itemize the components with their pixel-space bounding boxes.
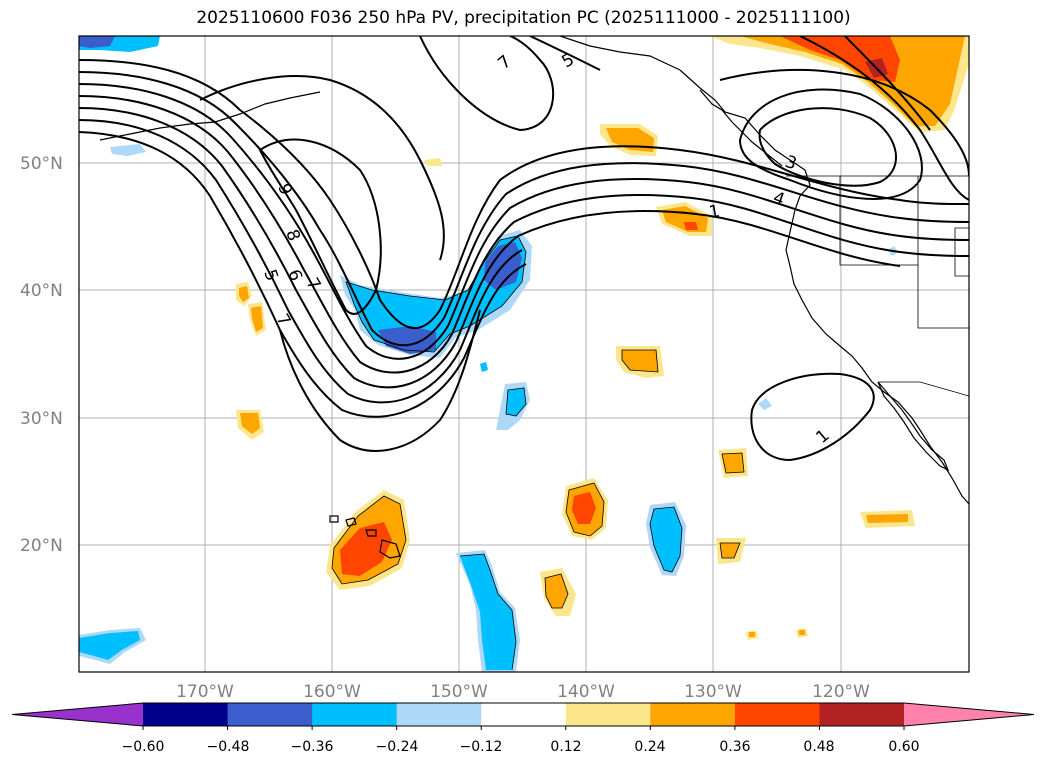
pv-contour-10 <box>199 75 445 261</box>
lon-label-160w: 160°W <box>303 682 361 702</box>
coastlines <box>99 36 969 559</box>
colorbar-extend-high <box>904 703 1034 726</box>
lat-label-20n: 20°N <box>20 536 63 556</box>
coast-alaska <box>559 36 681 71</box>
lon-label-120w: 120°W <box>812 682 870 702</box>
pv-contour-7 <box>79 131 527 418</box>
pv-contours <box>79 36 969 462</box>
pv-contour-6 <box>79 119 523 404</box>
warm-patch-46n-red <box>684 222 698 230</box>
colorbar-tick-4: −0.24 <box>376 739 419 755</box>
pv-contour-11 <box>419 36 554 132</box>
map-title: 2025110600 F036 250 hPa PV, precipitatio… <box>196 8 851 28</box>
lat-label-50n: 50°N <box>20 154 63 174</box>
pv-contour-2 <box>79 71 969 347</box>
colorbar-segment-8 <box>734 703 820 726</box>
colorbar-tick-10: 0.60 <box>888 739 919 755</box>
blue-patch-33n-core <box>506 388 526 416</box>
gridlines <box>79 36 969 672</box>
colorbar-tick-8: 0.36 <box>719 739 750 755</box>
blue-patch-tiny-31n <box>758 398 772 410</box>
pv-contour-9 <box>258 138 382 315</box>
warm-patch-tiny-13n-b-core <box>799 630 805 635</box>
warm-patch-tiny-13n-a-core <box>749 632 755 637</box>
island-kauai <box>329 515 339 523</box>
warm-patch-23n-core <box>572 492 596 524</box>
blue-patch-topleft-core <box>79 36 115 48</box>
colorbar-tick-3: −0.36 <box>291 739 334 755</box>
blue-patch-21n-core <box>650 507 682 572</box>
colorbar <box>11 702 1035 730</box>
colorbar-tick-9: 0.48 <box>803 739 834 755</box>
pv-contour-12 <box>529 36 601 71</box>
plot-frame <box>78 35 970 673</box>
island-maui <box>365 529 377 537</box>
lon-label-170w: 170°W <box>176 682 234 702</box>
blue-patch-bottomleft-core <box>79 631 140 660</box>
colorbar-tick-7: 0.24 <box>634 739 665 755</box>
contour-label-k: 1 <box>707 201 721 223</box>
pv-contour-3 <box>79 83 969 360</box>
blue-patch-main-mid <box>346 236 526 352</box>
blue-patch-small-48n <box>110 144 146 156</box>
colorbar-segment-1 <box>143 703 229 726</box>
lon-label-130w: 130°W <box>684 682 742 702</box>
coast-baja <box>877 381 950 472</box>
border-us-mexico <box>878 381 969 397</box>
colorbar-segment-3 <box>312 703 398 726</box>
warm-patch-16n-core <box>545 574 568 608</box>
border-state-4 <box>954 227 969 277</box>
colorbar-extend-low <box>12 703 143 726</box>
warm-patch-30n-core <box>240 413 260 434</box>
colorbar-segment-2 <box>227 703 313 726</box>
colorbar-segment-9 <box>819 703 905 726</box>
plot-area <box>79 36 969 672</box>
warm-patch-21n-east-core <box>866 514 908 523</box>
colorbar-segment-4 <box>396 703 482 726</box>
pv-contour-16 <box>799 36 969 201</box>
lat-label-40n: 40°N <box>20 281 63 301</box>
pv-contour-13 <box>738 88 923 200</box>
longitude-labels: 170°W 160°W 150°W 140°W 130°W 120°W <box>176 682 870 702</box>
pv-contour-15 <box>719 69 969 177</box>
colorbar-tick-6: 0.12 <box>550 739 581 755</box>
pv-contour-5 <box>79 107 901 389</box>
warm-patch-39n-a-core <box>239 286 249 302</box>
colorbar-segment-7 <box>650 703 736 726</box>
warm-patch-27n-core <box>722 453 744 473</box>
coast-north-america <box>679 69 969 505</box>
colorbar-tick-5: −0.12 <box>460 739 503 755</box>
warm-patch-35n-core <box>622 350 658 372</box>
pv-contour-closed-31n <box>750 372 875 462</box>
warm-patch-20n-core <box>720 543 740 558</box>
colorbar-segment-5 <box>481 703 567 726</box>
colorbar-labels: −0.60 −0.48 −0.36 −0.24 −0.12 0.12 0.24 … <box>122 739 920 755</box>
warm-patch-39n-b-core <box>251 306 263 332</box>
pv-contour-4 <box>79 95 969 374</box>
colorbar-tick-2: −0.48 <box>207 739 250 755</box>
blue-patch-main-core2 <box>378 326 436 354</box>
pv-contour-17 <box>844 36 931 131</box>
island-oahu <box>345 517 357 527</box>
blue-patch-south <box>460 554 516 670</box>
latitude-labels: 50°N 40°N 30°N 20°N <box>20 154 63 556</box>
negative-anomaly-patches <box>79 36 898 672</box>
lon-label-140w: 140°W <box>557 682 615 702</box>
pv-contour-1 <box>79 59 969 330</box>
pv-contour-14 <box>758 107 897 187</box>
warm-patch-tiny-50n <box>424 158 442 166</box>
blue-patch-tiny-35n <box>480 362 488 372</box>
colorbar-segment-6 <box>565 703 651 726</box>
warm-patch-hawaii-core <box>340 522 392 576</box>
island-hawaii-big <box>379 539 401 559</box>
lat-label-30n: 30°N <box>20 409 63 429</box>
colorbar-tick-1: −0.60 <box>122 739 165 755</box>
lon-label-150w: 150°W <box>430 682 488 702</box>
pv-contour-8 <box>279 309 481 452</box>
